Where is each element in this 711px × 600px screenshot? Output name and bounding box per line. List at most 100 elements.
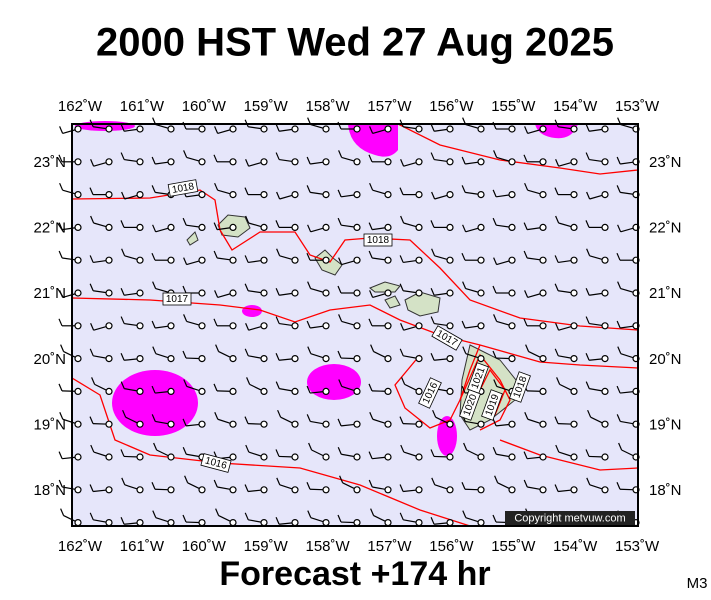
wind-barb: [585, 220, 609, 231]
barb-station: [136, 420, 144, 428]
barb-station: [353, 289, 361, 297]
barb-station: [105, 518, 113, 527]
wind-barb: [59, 182, 82, 199]
wind-barb: [369, 182, 392, 199]
barb-feather: [90, 444, 95, 453]
barb-station: [260, 453, 268, 461]
wind-barb: [214, 289, 237, 298]
barb-feather: [182, 514, 187, 523]
barb-station: [291, 223, 299, 231]
barb-feather: [58, 154, 63, 163]
barb-station: [167, 322, 175, 330]
isobar-label-box: [363, 233, 393, 247]
wind-barb: [461, 482, 485, 494]
wind-barb: [275, 316, 299, 330]
wind-barb: [431, 248, 454, 264]
wind-barb: [554, 416, 578, 428]
wind-barb: [586, 191, 609, 200]
barb-feather: [617, 281, 622, 289]
barb-feather: [120, 287, 125, 296]
wind-barb: [122, 409, 144, 428]
wind-barb: [58, 222, 82, 231]
wind-barb: [89, 512, 113, 527]
rain-areas: [75, 121, 578, 456]
barb-station: [105, 191, 113, 199]
wind-barb: [430, 316, 454, 330]
barb-station: [260, 125, 268, 133]
barb-station: [229, 158, 237, 166]
barb-station: [508, 191, 516, 199]
barb-station: [74, 486, 82, 494]
isobar-label-box: [418, 377, 442, 409]
wind-barb: [307, 223, 330, 233]
wind-barb: [121, 248, 144, 264]
barb-station: [508, 125, 516, 133]
barb-feather: [182, 418, 187, 427]
wind-barb: [585, 316, 609, 330]
barb-station: [508, 158, 516, 166]
barb-station: [291, 355, 299, 363]
barb-station: [353, 387, 361, 395]
barb-station: [291, 387, 299, 395]
wind-barb: [524, 289, 547, 298]
longitude-label: 153˚W: [615, 538, 660, 555]
wind-barb: [245, 322, 268, 331]
barb-station: [198, 158, 206, 166]
barb-station: [105, 223, 113, 231]
longitude-label: 159˚W: [244, 538, 289, 555]
barb-feather: [368, 222, 373, 230]
wind-barb: [586, 477, 609, 494]
barb-station: [384, 158, 392, 166]
barb-station: [291, 125, 299, 133]
barb-station: [291, 322, 299, 330]
wind-barb: [152, 510, 175, 527]
barb-station: [477, 158, 485, 166]
barb-feather: [430, 287, 435, 296]
wind-barb: [368, 250, 392, 264]
wind-barb: [523, 154, 547, 166]
barb-station: [260, 191, 268, 199]
latitude-label: 18˚N: [649, 482, 682, 499]
latitude-label: 21˚N: [33, 285, 66, 302]
barb-station: [105, 453, 113, 461]
barb-station: [539, 191, 547, 199]
barb-station: [105, 387, 113, 395]
barb-feather: [213, 318, 218, 327]
wind-barb: [215, 344, 237, 363]
barb-station: [353, 125, 361, 133]
barb-feather: [89, 512, 94, 521]
wind-barb: [399, 255, 423, 264]
barb-station: [167, 223, 175, 231]
wind-barb: [120, 517, 144, 527]
wind-barb: [554, 119, 578, 133]
wind-barb: [492, 350, 516, 363]
barb-station: [384, 420, 392, 428]
barb-station: [539, 387, 547, 395]
wind-barb: [400, 322, 423, 331]
barb-feather: [399, 187, 404, 195]
barb-station: [136, 387, 144, 395]
longitude-label: 155˚W: [491, 538, 536, 555]
barb-station: [415, 355, 423, 363]
wind-barb: [214, 125, 237, 134]
barb-station: [105, 420, 113, 428]
barb-station: [570, 322, 578, 330]
wind-barb: [120, 123, 144, 133]
barb-station: [74, 355, 82, 363]
barb-feather: [60, 508, 65, 516]
barb-station: [322, 518, 330, 527]
latitude-label: 22˚N: [649, 220, 682, 237]
barb-station: [136, 125, 144, 133]
barb-feather: [461, 320, 466, 329]
rain-area: [307, 364, 361, 400]
barb-feather: [59, 126, 64, 134]
barb-station: [322, 453, 330, 461]
wind-barb: [523, 479, 547, 494]
wind-barb: [337, 418, 361, 428]
barb-feather: [182, 446, 187, 455]
barb-feather: [182, 217, 187, 226]
wind-barb: [368, 451, 392, 461]
barb-station: [167, 256, 175, 264]
barb-feather: [368, 451, 373, 459]
barb-station: [229, 518, 237, 527]
